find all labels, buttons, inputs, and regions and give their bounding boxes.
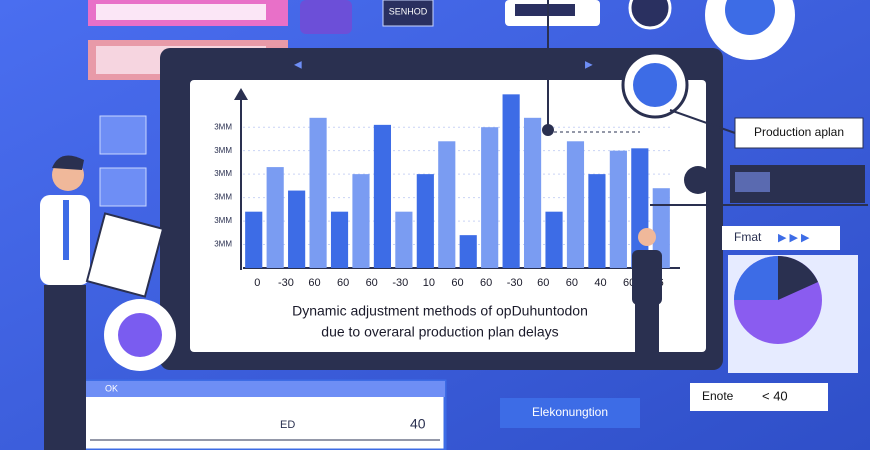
- gear-center: [725, 0, 775, 35]
- chart-title: Dynamic adjustment methods of opDuhuntod…: [292, 303, 588, 319]
- person-right: [632, 228, 662, 370]
- enote-label: Enote: [702, 389, 734, 403]
- gauge-right: 40: [410, 416, 426, 432]
- top-panel-bar: [515, 4, 575, 16]
- bar: [373, 124, 392, 268]
- icon-tile: [99, 115, 147, 155]
- bar: [545, 211, 563, 268]
- nav-arrow: ◀: [294, 60, 302, 71]
- y-tick-label: 3MM: [214, 216, 232, 225]
- tab-label: OK: [105, 383, 118, 393]
- shield-tile: [300, 0, 352, 34]
- y-axis-arrow: [234, 88, 248, 100]
- bar: [652, 188, 670, 268]
- card-inner: [96, 4, 266, 20]
- enote-value: < 40: [762, 388, 788, 403]
- bar: [588, 174, 606, 268]
- gauge-icon: [628, 0, 672, 30]
- y-tick-label: 3MM: [214, 146, 232, 155]
- person-left: [40, 155, 165, 450]
- connector-dot: [542, 124, 554, 136]
- bar: [416, 174, 434, 268]
- knob: [684, 166, 712, 194]
- bar: [502, 94, 520, 268]
- pie-slice: [734, 256, 778, 300]
- y-tick-label: 3MM: [214, 240, 232, 249]
- bar: [459, 235, 477, 268]
- bar: [523, 117, 542, 269]
- x-tick-label: 60: [366, 277, 378, 289]
- bottom-panel-header: [75, 381, 445, 397]
- bar: [309, 117, 327, 269]
- icon-tile: [99, 167, 147, 207]
- bar: [330, 211, 349, 268]
- x-tick-label: -30: [278, 277, 294, 289]
- gear-center: [118, 313, 162, 357]
- bar: [395, 211, 413, 268]
- x-tick-label: 60: [308, 277, 320, 289]
- y-tick-label: 3MM: [214, 169, 232, 178]
- data-cell: [735, 172, 770, 192]
- function-box: [500, 398, 640, 428]
- bar: [245, 211, 263, 268]
- pie-slice: [778, 256, 818, 300]
- bar: [266, 167, 284, 268]
- x-tick-label: 0: [254, 277, 260, 289]
- top-button-label: SENHOD: [389, 6, 428, 16]
- x-tick-label: -30: [507, 277, 523, 289]
- bar: [481, 127, 499, 268]
- bar: [609, 150, 627, 268]
- bar: [566, 141, 585, 268]
- x-tick-label: 60: [566, 277, 578, 289]
- connector: [669, 109, 736, 134]
- x-tick-label: 60: [451, 277, 463, 289]
- enote-box: [690, 383, 828, 411]
- x-tick-label: 40: [594, 277, 606, 289]
- bar: [288, 190, 306, 268]
- plan-label: Production aplan: [754, 125, 844, 139]
- y-tick-label: 3MM: [214, 122, 232, 131]
- chart-subtitle: due to overaral production plan delays: [321, 324, 558, 340]
- x-tick-label: 10: [423, 277, 435, 289]
- format-label: Fmat: [734, 230, 762, 244]
- format-arrows: ▶ ▶ ▶: [778, 232, 810, 244]
- magnifier-lens: [633, 63, 677, 107]
- x-tick-label: -30: [392, 277, 408, 289]
- chart: 3MM 3MM 3MM 3MM 3MM 3MM 0 -30 60 60 60 -30 10 60 60 -30…: [214, 94, 672, 289]
- y-tick-label: 3MM: [214, 193, 232, 202]
- top-button: [382, 0, 434, 27]
- nav-arrow: ▶: [585, 60, 593, 71]
- format-box: [722, 226, 840, 250]
- bar: [438, 141, 456, 268]
- function-label: Elekonungtion: [532, 405, 608, 419]
- x-tick-label: 60: [337, 277, 349, 289]
- x-tick-label: 60: [537, 277, 549, 289]
- bar: [352, 174, 370, 268]
- x-tick-label: 60: [480, 277, 492, 289]
- gauge-left: ED: [280, 419, 295, 431]
- plan-box: [734, 117, 864, 149]
